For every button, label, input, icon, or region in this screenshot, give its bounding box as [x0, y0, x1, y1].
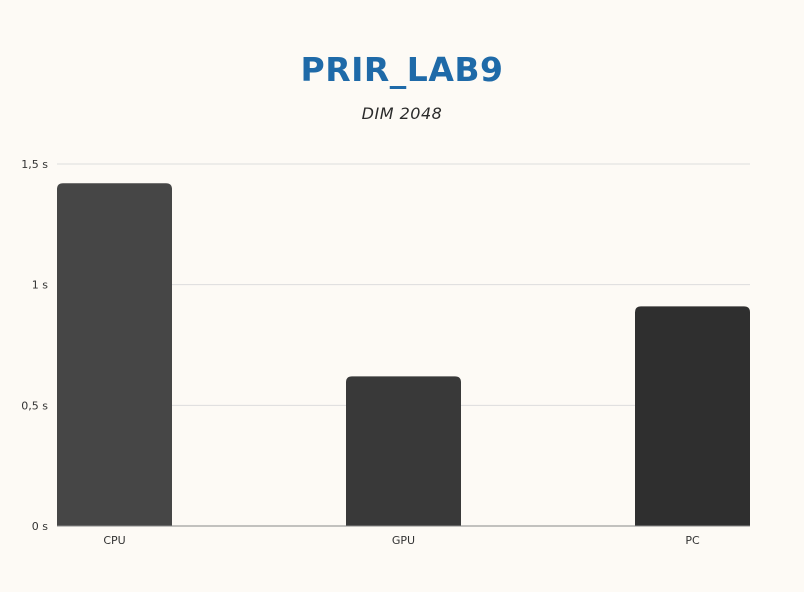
bars — [57, 183, 750, 526]
chart-subtitle: DIM 2048 — [361, 104, 443, 123]
y-tick-label: 1 s — [32, 279, 48, 292]
bar-gpu — [346, 376, 461, 526]
chart-title: PRIR_LAB9 — [300, 50, 504, 89]
x-axis-tick-labels: CPU GPU PC — [103, 534, 700, 547]
bar-pc — [635, 306, 750, 526]
y-tick-label: 0,5 s — [21, 399, 48, 412]
x-tick-label: CPU — [103, 534, 125, 547]
y-tick-label: 1,5 s — [21, 158, 48, 171]
x-tick-label: GPU — [392, 534, 415, 547]
y-tick-label: 0 s — [32, 520, 48, 533]
y-axis-tick-labels: 0 s 0,5 s 1 s 1,5 s — [21, 158, 48, 533]
bar-cpu — [57, 183, 172, 526]
x-tick-label: PC — [685, 534, 700, 547]
